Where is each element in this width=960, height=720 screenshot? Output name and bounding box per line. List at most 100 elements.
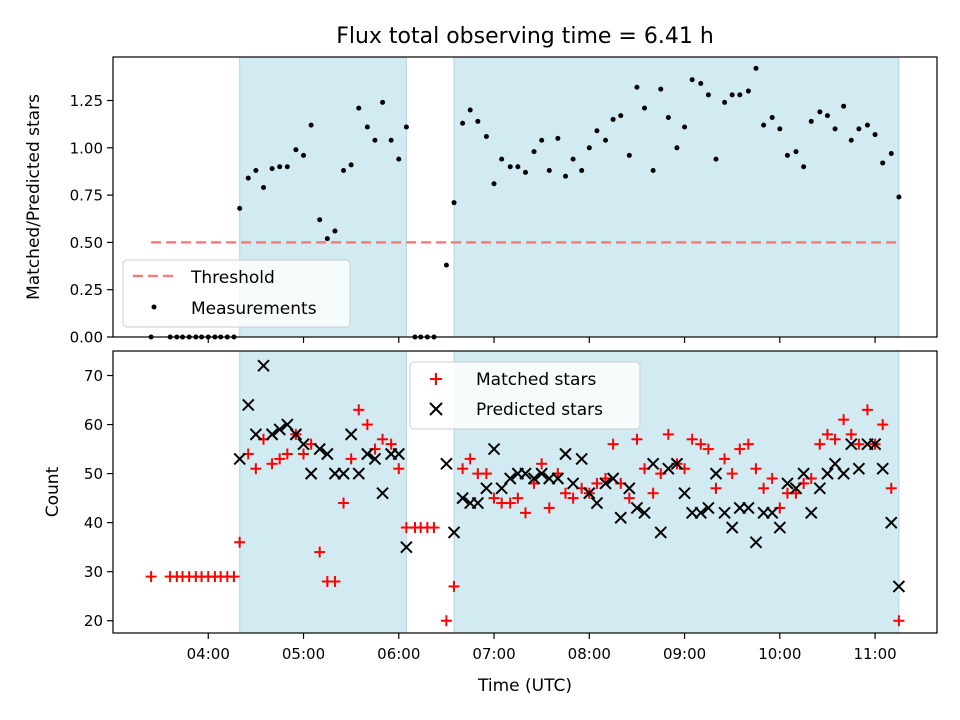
predicted-star-point bbox=[662, 462, 675, 475]
matched-star-point bbox=[726, 468, 738, 480]
matched-star-point bbox=[234, 536, 246, 548]
measurement-point bbox=[483, 133, 489, 139]
measurement-point bbox=[650, 168, 656, 174]
predicted-star-point bbox=[813, 482, 827, 495]
measurement-point bbox=[341, 168, 347, 174]
measurement-point bbox=[277, 164, 283, 170]
top-legend-box bbox=[122, 259, 351, 328]
predicted-star-point bbox=[440, 457, 453, 471]
predicted-star-point bbox=[599, 477, 612, 490]
matched-star-point bbox=[145, 571, 157, 583]
measurement-point bbox=[237, 205, 243, 211]
predicted-star-point bbox=[789, 482, 803, 495]
predicted-star-mark bbox=[892, 580, 906, 593]
predicted-star-point bbox=[718, 506, 731, 520]
matched-star-point bbox=[377, 433, 389, 445]
predicted-star-mark bbox=[559, 447, 572, 461]
bottom-legend: Matched stars Predicted stars bbox=[409, 361, 641, 430]
top-axes-frame bbox=[112, 56, 938, 338]
predicted-star-point bbox=[527, 472, 541, 485]
measurement-point bbox=[722, 99, 728, 105]
predicted-star-mark bbox=[599, 477, 612, 490]
predicted-legend-swatch bbox=[429, 402, 443, 416]
matched-star-point bbox=[750, 463, 762, 475]
measurement-point bbox=[753, 65, 759, 71]
predicted-star-mark bbox=[678, 487, 691, 500]
measurement-point bbox=[888, 150, 894, 156]
measurement-point bbox=[460, 120, 466, 126]
predicted-star-point bbox=[828, 457, 842, 471]
x-tick-label: 08:00 bbox=[568, 645, 611, 663]
matched-star-point bbox=[274, 453, 286, 465]
predicted-star-mark bbox=[742, 501, 755, 515]
matched-star-point bbox=[440, 615, 452, 627]
y-tick-label: 0.00 bbox=[70, 329, 103, 347]
bottom-legend-box bbox=[409, 361, 641, 430]
matched-star-point bbox=[298, 448, 310, 460]
measurement-point bbox=[579, 168, 585, 174]
measurement-point bbox=[546, 168, 552, 174]
predicted-star-point bbox=[797, 467, 810, 480]
predicted-star-point bbox=[471, 496, 485, 510]
predicted-star-mark bbox=[337, 467, 350, 480]
x-tick-label: 06:00 bbox=[377, 645, 420, 663]
measurement-point bbox=[761, 122, 767, 128]
predicted-star-mark bbox=[781, 477, 794, 490]
predicted-star-point bbox=[646, 457, 660, 471]
predicted-star-mark bbox=[662, 462, 675, 475]
predicted-star-mark bbox=[344, 428, 358, 441]
predicted-star-point bbox=[654, 526, 667, 539]
measurement-point bbox=[317, 217, 323, 223]
predicted-star-point bbox=[630, 501, 644, 515]
measurement-point bbox=[769, 115, 775, 121]
matched-star-point bbox=[877, 419, 889, 431]
matched-star-point bbox=[821, 428, 833, 440]
matched-star-point bbox=[385, 438, 397, 450]
predicted-star-point bbox=[742, 501, 755, 515]
predicted-star-point bbox=[892, 580, 906, 593]
measurement-point bbox=[682, 124, 688, 130]
matched-star-point bbox=[448, 580, 460, 592]
matched-star-point bbox=[519, 507, 531, 519]
predicted-star-point bbox=[725, 521, 739, 534]
predicted-star-mark bbox=[313, 442, 326, 456]
predicted-star-point bbox=[400, 540, 413, 554]
predicted-star-point bbox=[289, 428, 303, 441]
predicted-star-point bbox=[257, 359, 270, 372]
predicted-star-point bbox=[614, 511, 627, 524]
predicted-star-mark bbox=[773, 521, 787, 534]
measurement-point bbox=[364, 124, 370, 130]
predicted-star-mark bbox=[297, 437, 310, 451]
predicted-star-mark bbox=[487, 442, 501, 456]
measurement-point bbox=[586, 145, 592, 151]
matched-star-point bbox=[885, 482, 897, 494]
predicted-star-point bbox=[242, 398, 255, 412]
measurement-point bbox=[610, 116, 616, 122]
predicted-star-point bbox=[566, 477, 580, 490]
measurement-point bbox=[562, 173, 568, 179]
x-tick-label: 05:00 bbox=[282, 645, 325, 663]
predicted-star-point bbox=[765, 506, 779, 520]
predicted-star-mark bbox=[583, 487, 596, 500]
predicted-star-point bbox=[638, 506, 651, 520]
measurement-point bbox=[301, 152, 307, 158]
predicted-star-point bbox=[495, 482, 508, 495]
matched-star-point bbox=[853, 438, 865, 450]
predicted-star-point bbox=[273, 423, 286, 436]
predicted-star-point bbox=[678, 487, 691, 500]
predicted-star-mark bbox=[638, 506, 651, 520]
measurement-point bbox=[499, 156, 505, 162]
top-legend: Threshold Measurements bbox=[122, 259, 351, 328]
matched-star-point bbox=[250, 463, 262, 475]
threshold-legend-label: Threshold bbox=[190, 268, 275, 288]
predicted-star-mark bbox=[885, 516, 898, 529]
matched-legend-label: Matched stars bbox=[476, 370, 596, 390]
matched-star-point bbox=[536, 458, 548, 470]
predicted-star-point bbox=[487, 442, 501, 456]
predicted-star-mark bbox=[709, 467, 723, 480]
measurement-point bbox=[293, 147, 299, 153]
predicted-star-point bbox=[368, 452, 382, 466]
measurement-point bbox=[745, 88, 751, 94]
measurement-point bbox=[698, 80, 704, 86]
